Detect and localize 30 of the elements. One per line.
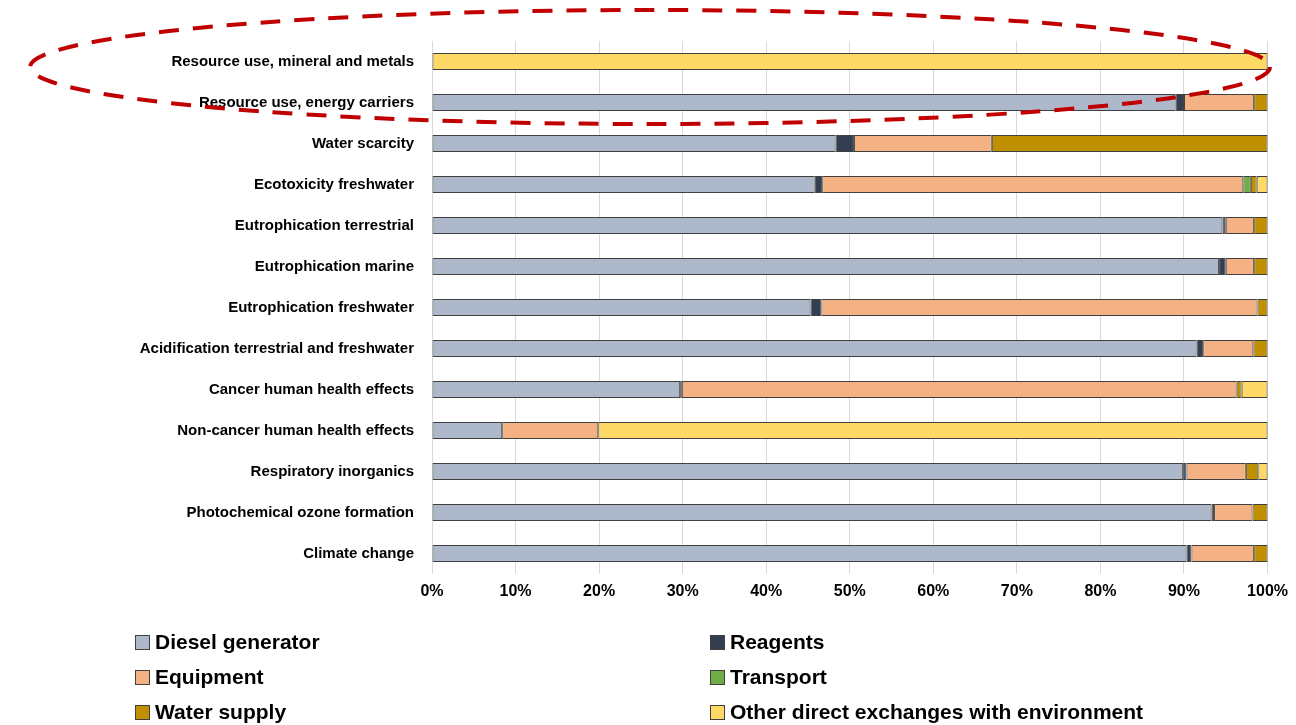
- y-tick-label: Acidification terrestrial and freshwater: [139, 338, 415, 356]
- legend-label: Reagents: [730, 630, 825, 654]
- x-tick-label: 80%: [1084, 582, 1117, 600]
- y-tick-label: Photochemical ozone formation: [186, 502, 414, 520]
- x-tick-label: 100%: [1247, 582, 1288, 600]
- y-tick-label: Resource use, energy carriers: [198, 92, 414, 110]
- x-tick-label: 20%: [583, 582, 616, 600]
- y-tick-label: Eutrophication terrestrial: [234, 215, 414, 233]
- y-tick-label: Water scarcity: [312, 133, 415, 151]
- x-tick-label: 50%: [833, 582, 866, 600]
- legend-label: Transport: [730, 665, 827, 689]
- y-tick-label: Eutrophication marine: [254, 256, 414, 274]
- legend-label: Water supply: [155, 700, 287, 724]
- y-tick-label: Ecotoxicity freshwater: [253, 174, 415, 192]
- legend-label: Other direct exchanges with environment: [730, 700, 1144, 724]
- y-tick-label: Non-cancer human health effects: [177, 420, 414, 438]
- y-tick-label: Resource use, mineral and metals: [171, 51, 414, 69]
- x-tick-label: 0%: [420, 582, 444, 600]
- legend-label: Equipment: [155, 665, 264, 689]
- y-tick-label: Cancer human health effects: [208, 379, 414, 397]
- y-tick-label: Respiratory inorganics: [250, 461, 414, 479]
- x-tick-label: 60%: [917, 582, 950, 600]
- x-tick-label: 40%: [750, 582, 783, 600]
- x-tick-label: 90%: [1167, 582, 1200, 600]
- y-tick-label: Eutrophication freshwater: [228, 297, 415, 315]
- x-tick-label: 30%: [666, 582, 699, 600]
- x-tick-label: 10%: [499, 582, 532, 600]
- x-tick-label: 70%: [1000, 582, 1033, 600]
- legend-label: Diesel generator: [155, 630, 320, 654]
- y-tick-label: Climate change: [303, 543, 414, 561]
